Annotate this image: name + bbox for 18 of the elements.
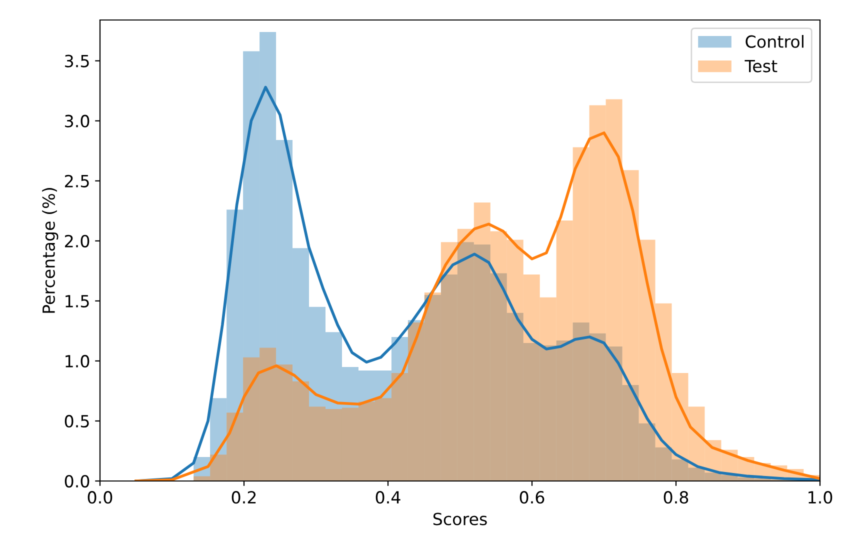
y-tick-label: 3.5: [65, 54, 89, 68]
x-axis-title: Scores: [433, 512, 487, 526]
x-tick-label: 0.2: [232, 491, 256, 504]
x-tick-label: 1.0: [808, 491, 832, 504]
y-tick-label: 0.0: [64, 474, 90, 488]
y-tick-label: 0.5: [64, 414, 89, 428]
x-tick-label: 0.8: [664, 491, 688, 504]
y-tick-label: 2.0: [64, 234, 90, 248]
y-tick-label: 2.5: [64, 174, 89, 188]
x-tick-label: 0.4: [376, 491, 400, 504]
legend-label: Test: [744, 60, 778, 72]
y-axis-title: Percentage (%): [42, 188, 58, 313]
legend-label: Control: [746, 35, 804, 48]
y-tick-label: 1.0: [66, 354, 90, 368]
y-tick-label: 1.5: [66, 295, 89, 308]
x-tick-label: 0.0: [88, 491, 112, 504]
x-tick-label: 0.6: [520, 491, 544, 504]
y-tick-label: 3.0: [65, 114, 90, 128]
